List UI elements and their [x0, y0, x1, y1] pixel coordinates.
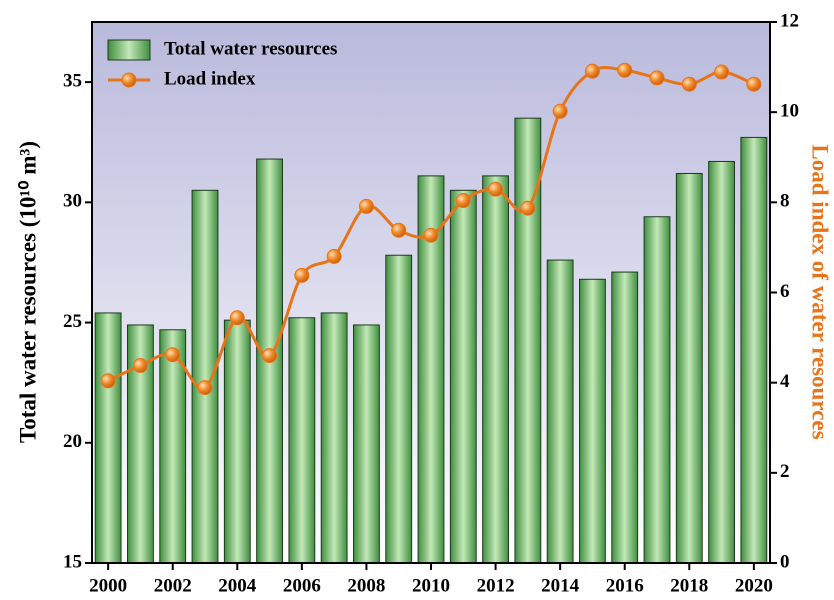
y2-tick-label: 2	[780, 461, 790, 482]
x-tick-label: 2014	[541, 575, 580, 596]
y-tick-label: 30	[63, 191, 82, 212]
bar	[288, 317, 316, 564]
line-marker	[326, 248, 342, 264]
y2-tick-label: 8	[780, 191, 790, 212]
line-marker	[746, 76, 762, 92]
y-axis-label: Total water resources (10¹⁰ m³)	[15, 141, 40, 443]
y2-tick-label: 12	[780, 10, 799, 31]
y2-tick-label: 0	[780, 551, 790, 572]
line-marker	[165, 347, 181, 363]
line-marker	[488, 181, 504, 197]
y-tick-label: 25	[63, 311, 82, 332]
line-marker	[617, 62, 633, 78]
x-tick-label: 2020	[735, 575, 773, 596]
y2-tick-label: 6	[780, 281, 790, 302]
bar	[191, 189, 219, 564]
line-marker	[262, 348, 278, 364]
legend-swatch	[107, 39, 151, 61]
legend-swatch	[121, 72, 137, 88]
x-tick-label: 2002	[154, 575, 192, 596]
line-marker	[294, 267, 310, 283]
y-tick-label: 15	[63, 551, 82, 572]
x-tick-label: 2000	[89, 575, 127, 596]
bar	[546, 259, 574, 564]
bar	[611, 271, 639, 564]
line-marker	[391, 222, 407, 238]
line-marker	[229, 310, 245, 326]
x-tick-label: 2012	[477, 575, 515, 596]
legend-label: Total water resources	[164, 38, 337, 59]
line-marker	[100, 373, 116, 389]
y2-tick-label: 4	[780, 371, 790, 392]
bar	[708, 160, 735, 564]
bar	[385, 254, 413, 564]
bar	[223, 319, 251, 564]
line-marker	[423, 227, 439, 243]
bar	[740, 136, 768, 564]
x-tick-label: 2008	[347, 575, 385, 596]
line-marker	[584, 63, 600, 79]
y-tick-label: 20	[63, 431, 82, 452]
line-marker	[197, 380, 213, 396]
line-marker	[455, 193, 471, 209]
bar	[579, 278, 606, 564]
line-marker	[132, 358, 148, 374]
y2-axis-label: Load index of water resources	[808, 144, 833, 439]
bar	[353, 324, 380, 564]
y-tick-label: 35	[63, 70, 82, 91]
line-marker	[552, 103, 568, 119]
x-tick-label: 2004	[218, 575, 257, 596]
bar	[159, 329, 187, 564]
bar	[94, 312, 122, 564]
x-tick-label: 2018	[670, 575, 708, 596]
x-tick-label: 2010	[412, 575, 450, 596]
line-marker	[520, 200, 536, 216]
x-tick-label: 2016	[606, 575, 644, 596]
line-marker	[649, 70, 665, 86]
bar	[449, 189, 477, 564]
y2-tick-label: 10	[780, 101, 799, 122]
legend-label: Load index	[164, 68, 256, 89]
bar	[643, 216, 671, 564]
x-tick-label: 2006	[283, 575, 321, 596]
line-marker	[714, 64, 730, 80]
bar	[675, 172, 703, 564]
bar	[320, 312, 348, 564]
bar	[482, 175, 509, 564]
line-marker	[681, 76, 697, 92]
line-marker	[358, 198, 374, 214]
